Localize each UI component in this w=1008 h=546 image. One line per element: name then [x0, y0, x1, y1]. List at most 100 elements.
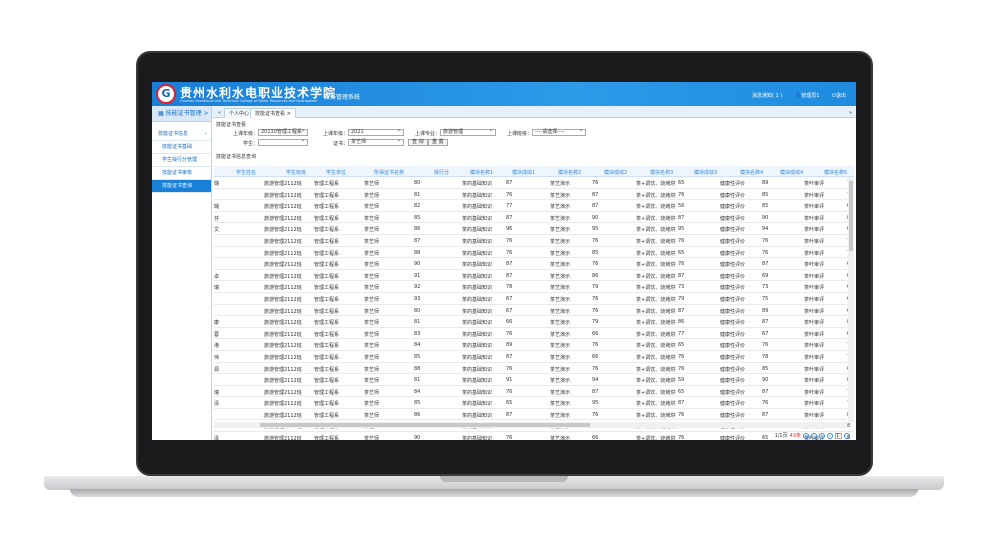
table-cell: 健康性评价: [720, 227, 746, 234]
table-cell: 管理工程系: [314, 181, 340, 187]
table-row[interactable]: 旅游管理2112班 管理工程系 茶艺师 86 茶的基础知识 87 茶艺演示 76 茶+调饮、烧烤…: [214, 409, 854, 421]
table-cell: 茶艺师: [364, 296, 380, 303]
table-row[interactable]: 文旅游管理2112班 管理工程系 茶艺师 86 茶的基础知识 96 茶艺演示 95 茶+调饮、烧…: [214, 223, 854, 235]
column-header[interactable]: 模块名称4: [740, 170, 764, 176]
class-select[interactable]: ----请选择----: [532, 128, 586, 136]
year-select[interactable]: 2021: [348, 128, 404, 136]
table-row[interactable]: 泽 旅游管理2112班 管理工程系 茶艺师 90 茶的基础知识 76 茶艺演示 66 茶+调饮、烧…: [214, 432, 854, 440]
table-cell: 管理工程系: [314, 296, 340, 303]
table-row[interactable]: 港 旅游管理2112班 管理工程系 茶艺师 84 茶的基础知识 89 茶艺演示 76 茶+调饮、烧…: [214, 339, 854, 351]
table-row[interactable]: 旅游管理2112班 管理工程系 茶艺师 87 茶的基础知识 76 茶艺演示 76 茶+调饮、烧烤…: [214, 235, 854, 247]
next-page-icon[interactable]: ›: [819, 432, 825, 439]
page-input[interactable]: 1: [835, 432, 842, 439]
collapse-icon[interactable]: «: [218, 110, 222, 116]
column-header[interactable]: 模块成绩2: [604, 170, 628, 176]
table-cell: 茶艺师: [364, 204, 380, 211]
table-row[interactable]: 旅游管理2112班 管理工程系 茶艺师 81 茶的基础知识 76 茶艺演示 87 茶+调饮、烧烤…: [214, 189, 854, 201]
table-cell: 茶+调饮、烧烤烘茶: [636, 436, 676, 440]
last-page-icon[interactable]: »: [827, 432, 833, 439]
column-header[interactable]: 模块成绩3: [694, 170, 718, 176]
table-cell: 旅游管理2112班: [264, 227, 302, 234]
table-cell: 茶+调饮、烧烤烘茶: [636, 412, 676, 419]
table-row[interactable]: 源旅游管理2112班 管理工程系 茶艺师 88 茶的基础知识 76 茶艺演示 76 茶+调饮、烧…: [214, 363, 854, 375]
scroll-right-icon[interactable]: »: [848, 110, 852, 116]
major-select[interactable]: 旅游管理: [440, 128, 496, 136]
column-header[interactable]: 操行分: [434, 170, 450, 176]
column-header[interactable]: 模块名称2: [558, 170, 582, 176]
table-row[interactable]: 旅游管理2112班 管理工程系 茶艺师 81 茶的基础知识 91 茶艺演示 94 茶+调饮、烧烤…: [214, 374, 854, 386]
table-row[interactable]: 旅游管理2112班 管理工程系 茶艺师 90 茶的基础知识 87 茶艺演示 76 茶+调饮、烧烤…: [214, 258, 854, 270]
table-row[interactable]: 蓉 旅游管理2112班 管理工程系 茶艺师 83 茶的基础知识 76 茶艺演示 66 茶+调饮、烧…: [214, 328, 854, 340]
table-cell: 76: [592, 342, 599, 349]
table-cell: 73: [762, 284, 769, 291]
column-header[interactable]: 所得证书名称: [374, 170, 405, 176]
table-cell: 旅游管理2112班: [264, 192, 302, 199]
vertical-scrollbar[interactable]: [848, 177, 854, 422]
table-row[interactable]: 旅游管理2112班 管理工程系 茶艺师 93 茶的基础知识 67 茶艺演示 76 茶+调饮、烧烤…: [214, 293, 854, 305]
sidebar-title[interactable]: ▦ 技能证书管理 >: [152, 106, 211, 122]
sidebar-group[interactable]: 技能证书信息 ‹: [152, 128, 211, 141]
screen: G 贵州水利水电职业技术学院 Guizhou Vocational and Te…: [152, 82, 856, 440]
cert-select[interactable]: 茶艺师: [348, 138, 404, 146]
table-row[interactable]: 伟 旅游管理2112班 管理工程系 茶艺师 85 茶的基础知识 87 茶艺演示 66 茶+调饮、烧…: [214, 351, 854, 363]
table-row[interactable]: 旅游管理2112班 管理工程系 茶艺师 80 茶的基础知识 67 茶艺演示 76 茶+调饮、烧烤…: [214, 305, 854, 317]
table-cell: 旅游管理2112班: [264, 401, 302, 408]
student-input[interactable]: [258, 138, 308, 146]
column-header[interactable]: 模块名称3: [650, 170, 674, 176]
table-row[interactable]: 瑞 旅游管理2112班 管理工程系 茶艺师 92 茶的基础知识 78 茶艺演示 79 茶+调饮、烧…: [214, 281, 854, 293]
table-cell: 旅游管理2112班: [264, 273, 302, 280]
table-cell: 76: [506, 388, 513, 395]
sidebar-item[interactable]: 技能证书审核: [152, 167, 211, 180]
notice-link[interactable]: 消息通知( 1 ): [752, 93, 783, 99]
column-header[interactable]: 学生单位: [326, 170, 347, 176]
table-cell: 健康性评价: [720, 262, 746, 269]
table-cell: 管理工程系: [314, 285, 340, 292]
column-header[interactable]: 模块名称5: [824, 170, 848, 176]
table-cell: 87: [762, 319, 769, 326]
column-header[interactable]: 学生姓名: [236, 170, 257, 176]
table-row[interactable]: 旅游管理2112班 管理工程系 茶艺师 88 茶的基础知识 76 茶艺演示 85 茶+调饮、烧烤…: [214, 247, 854, 259]
column-header[interactable]: 模块成绩1: [512, 170, 536, 176]
table-cell: 管理工程系: [314, 262, 340, 269]
table-cell: 87: [506, 272, 513, 279]
table-cell: 86: [678, 319, 685, 326]
horizontal-scrollbar[interactable]: [214, 422, 846, 428]
table-cell: 健康性评价: [720, 401, 746, 408]
horizontal-scroll-thumb[interactable]: [260, 423, 590, 427]
table-row[interactable]: 芬 旅游管理2112班 管理工程系 茶艺师 85 茶的基础知识 87 茶艺演示 90 茶+调饮、烧…: [214, 212, 854, 224]
user-link[interactable]: 👤管理员1: [795, 93, 820, 99]
table-cell: 95: [678, 226, 685, 233]
table-cell: 茶艺师: [364, 227, 380, 234]
app-header: G 贵州水利水电职业技术学院 Guizhou Vocational and Te…: [152, 82, 856, 106]
table-cell: 茶艺演示: [550, 378, 571, 385]
table-row[interactable]: 康 旅游管理2112班 管理工程系 茶艺师 81 茶的基础知识 66 茶艺演示 79 茶+调饮、烧…: [214, 316, 854, 328]
table-cell: 茶的基础知识: [462, 192, 493, 199]
go-page-icon[interactable]: →: [844, 432, 850, 439]
table-cell: 茶艺师: [364, 378, 380, 385]
grade-select[interactable]: 20130管理工程系: [258, 128, 308, 136]
column-header[interactable]: 模块成绩4: [780, 170, 804, 176]
table-cell: 80: [414, 307, 421, 314]
tab-cert-view[interactable]: 技能证书查看 ×: [250, 108, 296, 118]
table-cell: 79: [592, 319, 599, 326]
table-cell: 管理工程系: [314, 378, 340, 385]
first-page-icon[interactable]: «: [803, 432, 809, 439]
table-row[interactable]: 瑞 旅游管理2112班 管理工程系 茶艺师 84 茶的基础知识 76 茶艺演示 87 茶+调饮、烧…: [214, 386, 854, 398]
grid-title: 技能证书信息查询: [216, 154, 257, 160]
table-cell: 茶叶审评: [804, 412, 825, 419]
table-row[interactable]: 清 旅游管理2112班 管理工程系 茶艺师 85 茶的基础知识 65 茶艺演示 95 茶+调饮、烧…: [214, 397, 854, 409]
vertical-scroll-thumb[interactable]: [849, 181, 853, 251]
table-cell: 94: [762, 226, 769, 233]
table-row[interactable]: 卓 旅游管理2112班 管理工程系 茶艺师 91 茶的基础知识 87 茶艺演示 86 茶+调饮、烧…: [214, 270, 854, 282]
table-row[interactable]: 璐 旅游管理2112班 管理工程系 茶艺师 80 茶的基础知识 87 茶艺演示 76 茶+调饮、烧…: [214, 177, 854, 189]
prev-page-icon[interactable]: ‹: [811, 432, 817, 439]
column-header[interactable]: 学生班级: [286, 170, 307, 176]
sidebar-item[interactable]: 学生操行分管理: [152, 154, 211, 167]
search-button[interactable]: 查 询: [408, 139, 428, 146]
table-row[interactable]: 璐 旅游管理2112班 管理工程系 茶艺师 82 茶的基础知识 77 茶艺演示 87 茶+调饮、烧…: [214, 200, 854, 212]
sidebar-item-active[interactable]: 技能证书查询: [152, 180, 211, 193]
logout-button[interactable]: ⏻退出: [832, 93, 846, 99]
column-header[interactable]: 模块名称1: [470, 170, 494, 176]
reset-button[interactable]: 重 置: [428, 139, 448, 146]
sidebar-item[interactable]: 技能证书基础: [152, 141, 211, 154]
